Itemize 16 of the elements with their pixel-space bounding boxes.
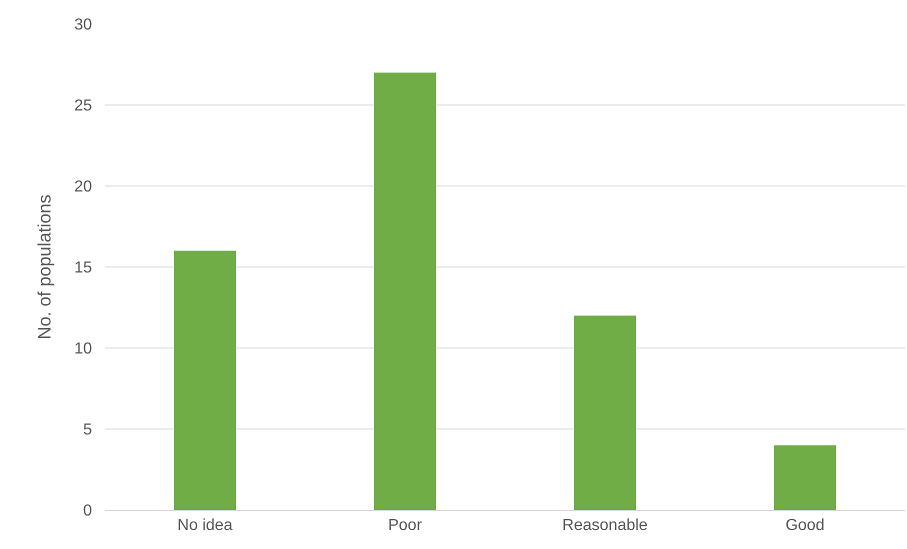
- y-tick-label: 0: [83, 502, 92, 520]
- x-tick-label: Poor: [388, 517, 423, 534]
- bar: [574, 316, 636, 510]
- y-tick-label: 15: [74, 260, 92, 277]
- y-tick-label: 30: [74, 16, 92, 34]
- y-tick-label: 20: [74, 178, 92, 196]
- y-tick-label: 5: [83, 422, 92, 439]
- y-axis-title: No. of populations: [34, 194, 54, 340]
- bar: [374, 72, 436, 510]
- bar: [774, 445, 836, 510]
- bar: [174, 250, 236, 510]
- x-tick-label: No idea: [177, 517, 233, 534]
- y-tick-label: 10: [74, 340, 92, 358]
- x-tick-label: Good: [785, 517, 825, 534]
- y-tick-label: 25: [74, 98, 92, 115]
- x-tick-label: Reasonable: [562, 517, 648, 534]
